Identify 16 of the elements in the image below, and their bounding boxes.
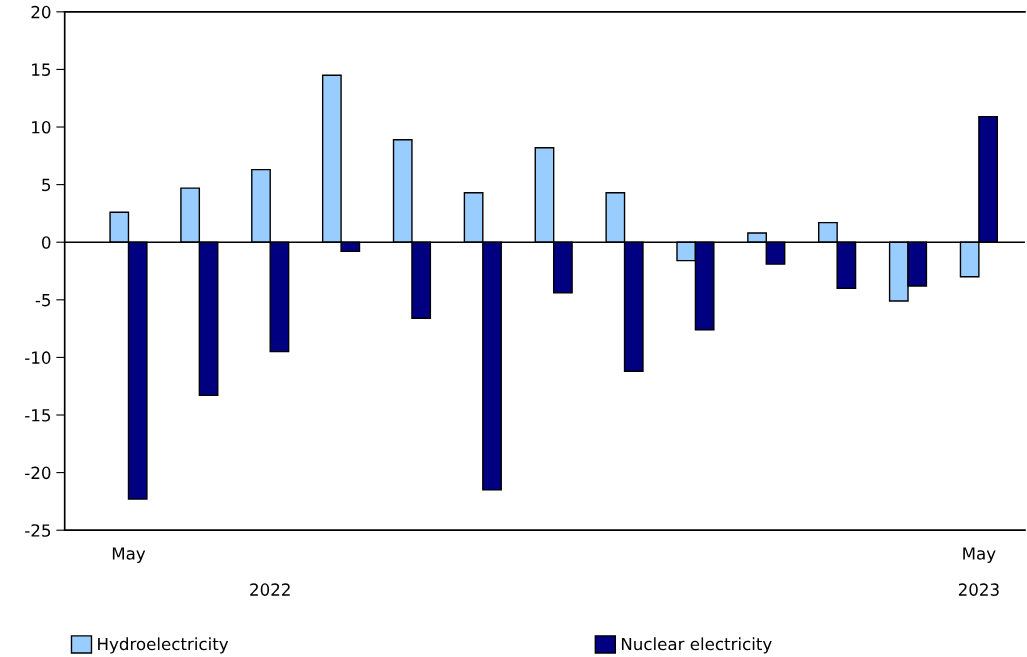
text: 2023	[958, 583, 999, 596]
x-tick-label: May	[963, 547, 996, 563]
y-tick-label: 15	[32, 63, 51, 76]
y-tick-label: -20	[25, 466, 51, 480]
y-tick-label: -10	[25, 351, 51, 364]
y-tick-label: 0	[42, 236, 51, 249]
legend-label: Nuclear electricity	[621, 637, 772, 654]
text: 2022	[250, 583, 290, 596]
y-tick-label: 5	[42, 178, 51, 192]
x-tick-label: May	[112, 547, 146, 563]
y-tick-label: -5	[35, 293, 51, 307]
y-tick-label: 20	[31, 5, 51, 19]
legend-label: Hydroelectricity	[98, 637, 229, 654]
y-tick-label: -25	[25, 524, 51, 537]
y-tick-label: -15	[25, 409, 51, 422]
y-tick-label: 10	[32, 120, 51, 134]
